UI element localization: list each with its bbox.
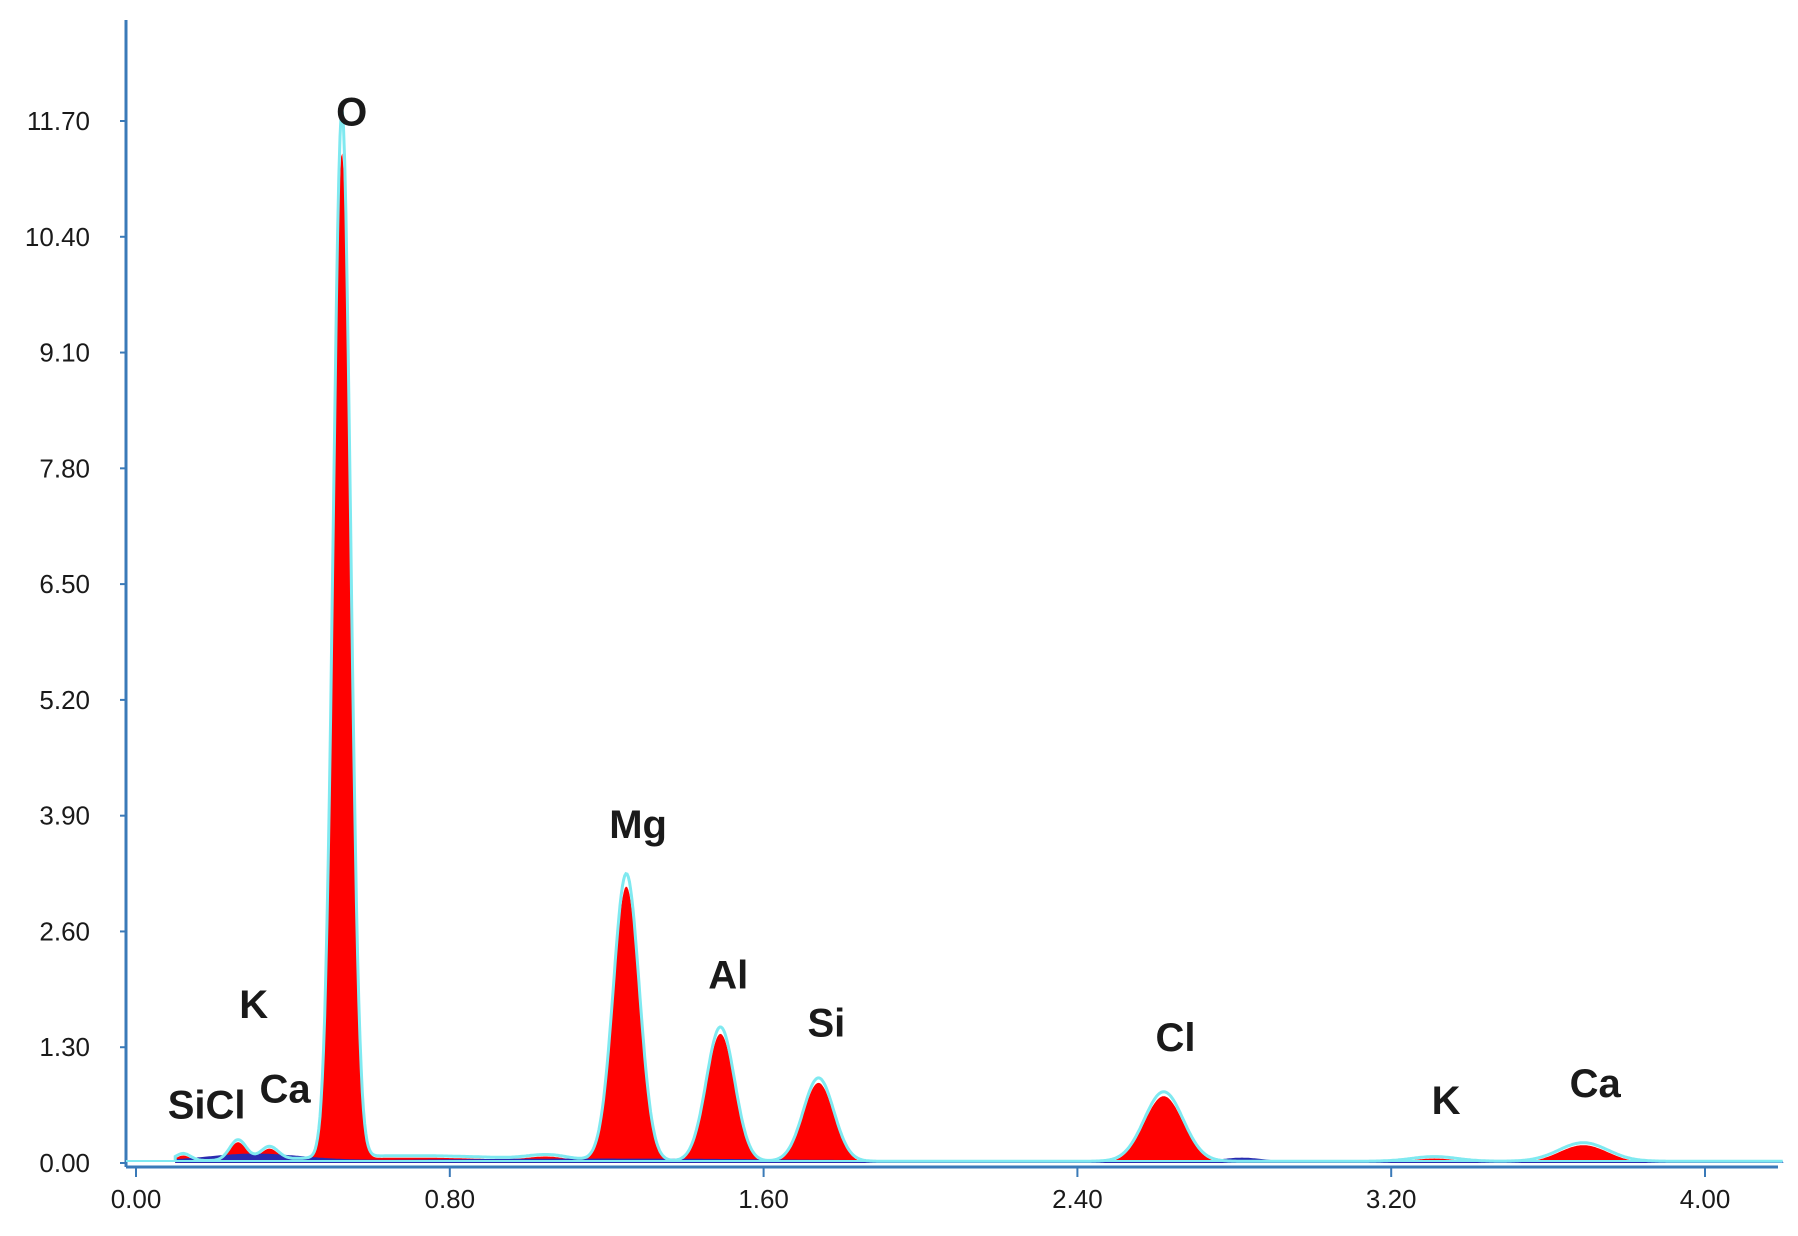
spectrum-areas — [173, 110, 1784, 1163]
y-tick-label: 2.60 — [39, 916, 90, 946]
x-tick-label: 2.40 — [1052, 1184, 1103, 1214]
y-tick-label: 7.80 — [39, 453, 90, 483]
x-tick-label: 4.00 — [1680, 1184, 1731, 1214]
y-tick-label: 1.30 — [39, 1032, 90, 1062]
x-tick-label: 3.20 — [1366, 1184, 1417, 1214]
peak-label: K — [1432, 1079, 1461, 1123]
y-tick-label: 10.40 — [25, 222, 90, 252]
spectrum-fill — [175, 153, 1784, 1163]
y-tick-label: 3.90 — [39, 801, 90, 831]
y-tick-labels: 0.00 1.30 2.60 3.90 5.20 6.50 7.80 9.10 10.40 11.… — [25, 106, 126, 1178]
x-tick-label: 0.00 — [111, 1184, 162, 1214]
peak-label: Si — [807, 1002, 845, 1046]
x-tick-label: 1.60 — [738, 1184, 789, 1214]
overlay-line — [173, 110, 1783, 1163]
x-tick-labels: 0.00 0.80 1.60 2.40 3.20 4.00 — [111, 1167, 1731, 1214]
axes — [124, 20, 1778, 1169]
peak-label: Cl — [1155, 1016, 1195, 1060]
peak-label: Mg — [609, 803, 667, 847]
y-tick-label: 0.00 — [39, 1148, 90, 1178]
peak-label: Al — [708, 953, 748, 997]
peak-label: Ca — [1570, 1062, 1622, 1106]
peak-label: Ca — [259, 1067, 311, 1111]
x-tick-label: 0.80 — [424, 1184, 475, 1214]
y-tick-label: 6.50 — [39, 569, 90, 599]
peak-label: SiCl — [168, 1083, 246, 1127]
y-tick-label: 9.10 — [39, 338, 90, 368]
peak-label: K — [239, 983, 268, 1027]
y-tick-label: 11.70 — [27, 106, 90, 136]
peak-label: O — [336, 90, 367, 134]
y-tick-label: 5.20 — [39, 685, 90, 715]
